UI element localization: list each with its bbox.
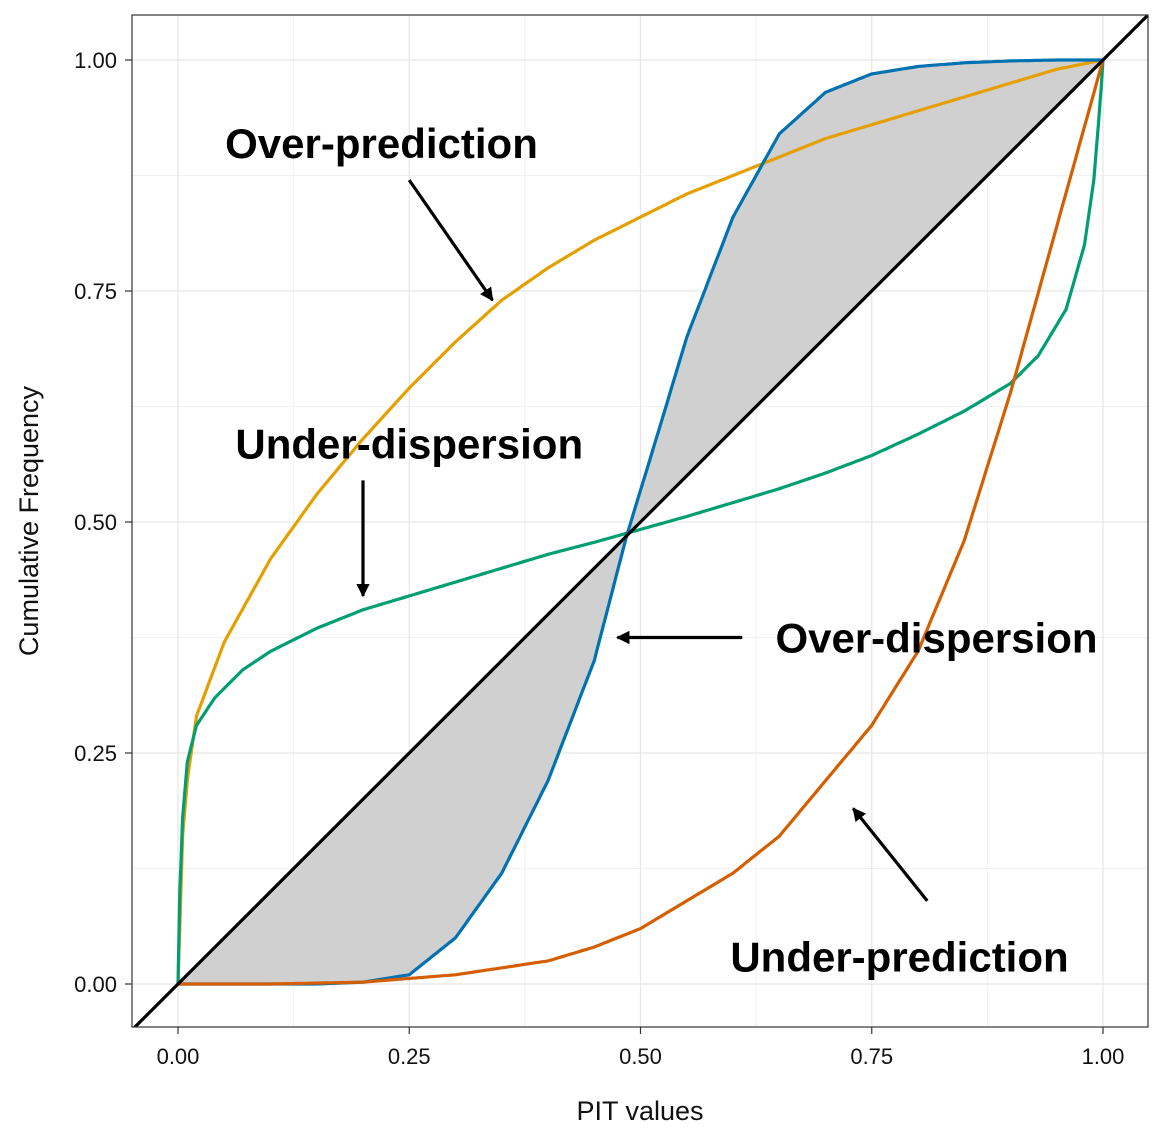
under-prediction-curve — [178, 59, 1105, 986]
x-tick-label: 0.75 — [850, 1044, 893, 1069]
under-dispersion-curve — [176, 59, 1105, 985]
plot-area — [132, 15, 1148, 1027]
over-prediction-label: Over-prediction — [225, 120, 538, 167]
y-tick-label: 0.50 — [74, 510, 117, 535]
over-prediction-curve — [176, 58, 1104, 985]
x-axis-title: PIT values — [576, 1096, 703, 1126]
y-tick-label: 1.00 — [74, 48, 117, 73]
y-tick-label: 0.00 — [74, 972, 117, 997]
over-prediction-arrow — [407, 179, 494, 302]
axis-ticks: 0.00 0.00 0.25 0.25 0.50 0.50 0.75 0.75 1.00 1.00 — [74, 48, 1124, 1069]
x-tick-label: 0.50 — [619, 1044, 662, 1069]
y-tick-label: 0.25 — [74, 741, 117, 766]
under-prediction-arrow — [852, 807, 929, 902]
y-axis-title: Cumulative Frequency — [14, 385, 44, 656]
y-tick-label: 0.75 — [74, 279, 117, 304]
over-dispersion-label: Over-dispersion — [775, 615, 1097, 662]
x-tick-label: 1.00 — [1082, 1044, 1125, 1069]
annotations: Over-prediction Under-dispersion Over-disp… — [225, 120, 1097, 980]
under-dispersion-label: Under-dispersion — [235, 420, 583, 467]
x-tick-label: 0.25 — [388, 1044, 431, 1069]
x-tick-label: 0.00 — [157, 1044, 200, 1069]
under-prediction-label: Under-prediction — [730, 933, 1068, 980]
diagonal-reference-line — [132, 15, 1148, 1027]
